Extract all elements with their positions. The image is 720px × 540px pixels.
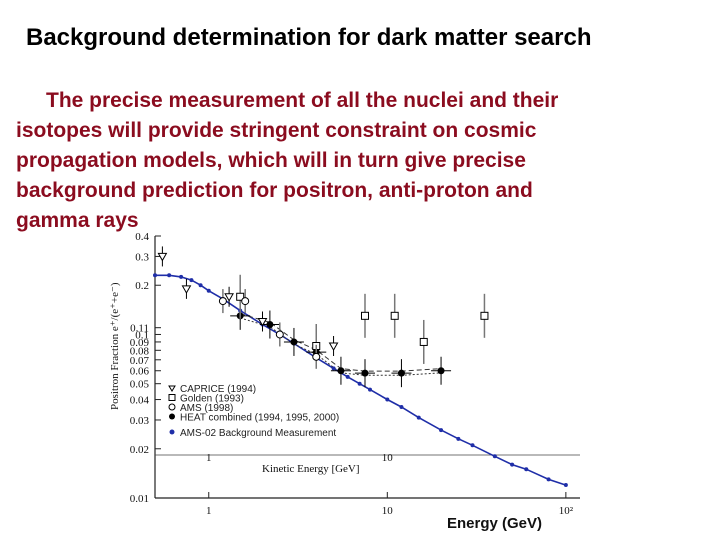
golden-point	[480, 311, 489, 320]
background-point	[179, 274, 184, 279]
background-point	[331, 366, 336, 371]
golden-point	[360, 311, 369, 320]
golden-point	[390, 311, 399, 320]
background-point	[563, 483, 568, 488]
paragraph-line-4: background prediction for positron, anti…	[16, 179, 533, 202]
chart-legend: CAPRICE (1994)Golden (1993)AMS (1998)HEA…	[168, 384, 339, 439]
y-axis-label: Positron Fraction e⁺/(e⁺+e⁻)	[109, 282, 121, 410]
x-tick-label-inner: 10	[382, 452, 394, 464]
background-point	[546, 477, 551, 482]
y-tick-label: 0.09	[130, 337, 150, 349]
y-tick-label: 0.03	[130, 415, 150, 427]
paragraph-line-3: propagation models, which will in turn g…	[16, 149, 526, 172]
y-tick-label: 0.3	[135, 251, 149, 263]
ams-point	[275, 330, 284, 339]
legend-label: HEAT combined (1994, 1995, 2000)	[180, 413, 339, 424]
background-point	[456, 436, 461, 441]
ams-point	[241, 297, 250, 306]
y-tick-label: 0.11	[130, 323, 149, 335]
background-point	[492, 454, 497, 459]
background-point	[439, 428, 444, 433]
legend-triangle-icon	[168, 385, 176, 392]
legend-label: AMS-02 Background Measurement	[180, 428, 336, 439]
y-tick-label: 0.01	[130, 493, 149, 505]
caprice-point	[224, 293, 234, 302]
background-point	[167, 273, 172, 278]
background-point	[510, 462, 515, 467]
y-tick-label: 0.04	[130, 395, 150, 407]
legend-blue-dot-icon	[169, 429, 175, 435]
background-point	[416, 415, 421, 420]
legend-square-icon	[168, 394, 176, 401]
heat-point	[337, 367, 345, 375]
caprice-point	[181, 285, 192, 294]
heat-point	[266, 321, 274, 329]
caprice-point	[157, 252, 168, 262]
background-point	[345, 374, 350, 379]
heat-point	[361, 369, 369, 377]
tick-labels: 0.4 0.3 0.2 0.110.10.090.080.070.060.05 0.04…	[130, 231, 574, 517]
heat-point	[437, 367, 445, 375]
heat-point	[290, 338, 298, 346]
legend-circle-icon	[168, 403, 176, 411]
x-axis-label-inner: Kinetic Energy [GeV]	[262, 463, 360, 475]
caprice-point	[257, 318, 268, 327]
background-point	[198, 283, 203, 288]
x-tick-label: 1	[206, 505, 212, 517]
background-point	[153, 273, 157, 278]
y-tick-label: 0.07	[130, 355, 150, 367]
background-point	[368, 387, 373, 392]
paragraph-line-2: isotopes will provide stringent constrai…	[16, 119, 537, 142]
ams-point	[218, 297, 227, 306]
golden-point	[419, 337, 428, 346]
model-curves	[155, 274, 567, 486]
paragraph-line-5: gamma rays	[16, 209, 139, 232]
plot-frame	[154, 235, 580, 499]
heat-point	[397, 369, 405, 377]
background-point	[399, 405, 404, 410]
background-point	[524, 467, 529, 472]
legend-label: CAPRICE (1994)	[180, 384, 256, 395]
y-tick-label: 0.1	[135, 329, 149, 341]
background-point	[470, 443, 475, 448]
background-point	[189, 278, 194, 283]
golden-point	[236, 292, 245, 301]
y-tick-label: 0.02	[130, 444, 149, 456]
slide-title: Background determination for dark matter…	[26, 24, 592, 51]
x-tick-label: 10	[382, 505, 394, 517]
background-point	[385, 397, 390, 402]
ams-point	[312, 352, 321, 361]
data-marks	[153, 246, 568, 488]
model-curve-dashed	[240, 313, 442, 372]
legend-filled-circle-icon	[169, 413, 175, 420]
legend-label: AMS (1998)	[180, 403, 233, 414]
slide-paragraph: The precise measurement of all the nucle…	[16, 86, 656, 236]
background-point	[357, 381, 362, 386]
background-point	[206, 288, 211, 293]
caprice-point	[328, 342, 339, 352]
paragraph-line-1: The precise measurement of all the nucle…	[46, 89, 559, 112]
y-tick-label: 0.08	[130, 345, 150, 357]
x-axis-label: Energy (GeV)	[447, 515, 542, 532]
y-tick-label: 0.4	[135, 231, 149, 243]
y-tick-label: 0.05	[130, 379, 150, 391]
x-tick-label-inner: 1	[206, 452, 212, 464]
y-tick-label: 0.06	[130, 366, 150, 378]
legend-label: Golden (1993)	[180, 394, 244, 405]
y-tick-label: 0.2	[135, 280, 149, 292]
background-curve	[155, 274, 567, 486]
model-curve-dotted	[240, 317, 442, 376]
x-tick-label: 10²	[559, 505, 574, 517]
